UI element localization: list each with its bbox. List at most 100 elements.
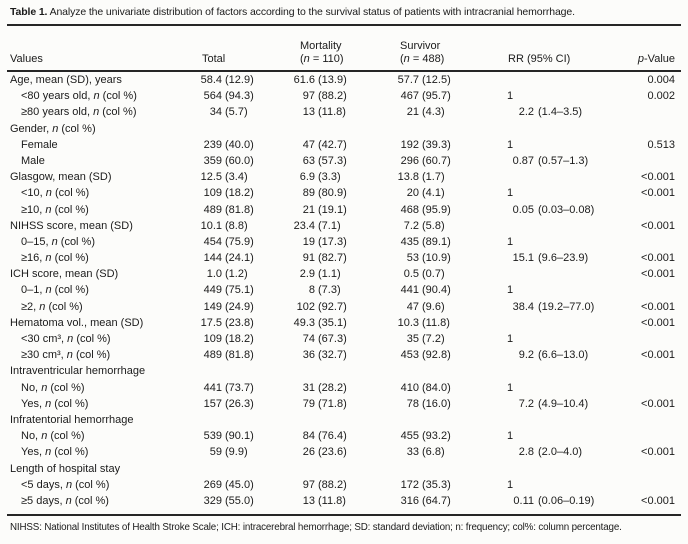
col-header-values: Values [10,53,43,65]
survivor-cell: 47 (9.6) [406,300,445,313]
survivor-cell [383,461,490,477]
survivor-cell: 10.3 (11.8) [397,316,450,329]
rr-cell [490,169,600,185]
table-row: ≥2, n (col %) 149 (24.9) 102 (92.7) 47 (9.6… [10,299,675,315]
col-header-mortality-n: (n = 110) [300,53,344,65]
survivor-cell: 172 (35.3) [400,478,451,491]
rr-cell: 1 [507,430,514,443]
survivor-cell: 20 (4.1) [406,187,445,200]
mortality-cell: 91 (82.7) [302,252,347,265]
survivor-cell: 0.5 (0.7) [403,268,445,281]
table-row: Yes, n (col %) 59 (9.9) 26 (23.6) 33 (6.8) … [10,444,675,460]
row-label: Female [21,138,58,151]
survivor-cell: 435 (89.1) [400,235,451,248]
pvalue-cell: <0.001 [641,171,675,184]
table-number: Table 1. [10,6,48,18]
table-row: ≥5 days, n (col %) 329 (55.0) 13 (11.8) 31… [10,493,675,509]
table-row: <80 years old, n (col %) 564 (94.3) 97 (88… [10,88,675,104]
table-row: Male 359 (60.0) 63 (57.3) 296 (60.7) 0.87 (0… [10,153,675,169]
col-header-total: Total [202,53,226,65]
col-header-pvalue: p-Value [637,53,675,65]
table-row: 0–15, n (col %) 454 (75.9) 19 (17.3) 435 (8… [10,234,675,250]
mortality-cell: 47 (42.7) [302,138,347,151]
row-label: <30 cm³, n (col %) [21,333,111,345]
pvalue-cell [600,121,675,137]
rr-cell [490,218,600,234]
pvalue-cell [600,104,675,120]
mortality-cell [280,121,383,137]
total-cell: 489 (81.8) [203,203,254,216]
survivor-cell: 57.7 (12.5) [397,74,451,86]
rr-cell: 1 [507,235,514,248]
survivor-cell: 455 (93.2) [400,430,451,443]
table-caption-text: Analyze the univariate distribution of f… [47,6,575,18]
total-cell [180,461,280,477]
row-label: 0–1, n (col %) [21,284,89,297]
mortality-cell: 97 (88.2) [302,478,347,491]
mortality-cell: 79 (71.8) [302,397,347,410]
table-row: <30 cm³, n (col %) 109 (18.2) 74 (67.3) 35… [10,331,675,347]
mortality-cell: 2.9 (1.1) [299,268,341,281]
pvalue-cell [600,331,675,347]
rr-cell: 1 [507,333,514,345]
table-row: Length of hospital stay [10,461,675,477]
pvalue-cell: <0.001 [641,187,675,200]
mortality-cell: 31 (28.2) [302,381,347,394]
survivor-cell: 467 (95.7) [400,90,451,103]
mortality-cell: 63 (57.3) [302,154,347,167]
total-cell: 149 (24.9) [203,300,254,313]
table-row: <5 days, n (col %) 269 (45.0) 97 (88.2) 17… [10,477,675,493]
row-label: Yes, n (col %) [21,446,89,459]
total-cell: 17.5 (23.8) [200,316,254,329]
pvalue-cell: <0.001 [641,446,675,459]
pvalue-cell [600,202,675,218]
pvalue-cell: 0.513 [647,138,675,151]
table-row: <10, n (col %) 109 (18.2) 89 (80.9) 20 (4.1… [10,185,675,201]
row-label: Glasgow, mean (SD) [10,171,112,184]
total-cell: 144 (24.1) [203,252,254,265]
mortality-cell: 102 (92.7) [296,300,347,313]
col-header-survivor: Survivor (n = 488) [383,40,490,68]
row-label: Length of hospital stay [10,462,121,475]
row-label: Yes, n (col %) [21,397,89,410]
survivor-cell: 21 (4.3) [406,106,445,119]
total-cell: 59 (9.9) [209,446,248,459]
table-body: Age, mean (SD), years 58.4 (12.9) 61.6 (13… [0,72,688,509]
rr-cell [490,266,600,282]
rr-cell: 7.2 (4.9–10.4) [518,397,589,410]
pvalue-cell: <0.001 [641,397,675,410]
row-label: <5 days, n (col %) [21,478,110,491]
pvalue-cell: 0.004 [647,74,675,86]
col-header-rr: RR (95% CI) [508,53,571,65]
row-label: ≥10, n (col %) [21,203,89,216]
pvalue-cell: <0.001 [641,494,675,507]
table-row: No, n (col %) 441 (73.7) 31 (28.2) 410 (84.… [10,380,675,396]
rr-cell: 2.2 (1.4–3.5) [518,106,583,119]
mortality-cell: 89 (80.9) [302,187,347,200]
table-row: Infratentorial hemorrhage [10,412,675,428]
table-row: Gender, n (col %) [10,121,675,137]
total-cell: 564 (94.3) [203,90,254,103]
survivor-cell: 468 (95.9) [400,203,451,216]
table-row: ≥80 years old, n (col %) 34 (5.7) 13 (11.8… [10,104,675,120]
row-label: Gender, n (col %) [10,122,96,135]
row-label: Age, mean (SD), years [10,74,122,86]
table-row: Female 239 (40.0) 47 (42.7) 192 (39.3) 1 0.… [10,137,675,153]
table-row: Hematoma vol., mean (SD) 17.5 (23.8) 49.3… [10,315,675,331]
top-rule [7,24,681,26]
total-cell: 157 (26.3) [203,397,254,410]
table-row: ≥16, n (col %) 144 (24.1) 91 (82.7) 53 (10.… [10,250,675,266]
survivor-cell: 35 (7.2) [406,333,445,345]
rr-cell: 9.2 (6.6–13.0) [518,349,589,362]
table-row: NIHSS score, mean (SD) 10.1 (8.8) 23.4 (7.… [10,218,675,234]
row-label: Intraventricular hemorrhage [10,365,146,378]
header-rule [7,70,681,72]
survivor-cell: 453 (92.8) [400,349,451,362]
pvalue-cell [600,477,675,493]
total-cell: 359 (60.0) [203,154,254,167]
mortality-cell: 6.9 (3.3) [299,171,341,184]
rr-cell: 0.11 (0.06–0.19) [513,494,595,507]
total-cell: 58.4 (12.9) [200,74,254,86]
table-row: 0–1, n (col %) 449 (75.1) 8 (7.3) 441 (90.4… [10,282,675,298]
table-row: ≥10, n (col %) 489 (81.8) 21 (19.1) 468 (95… [10,202,675,218]
